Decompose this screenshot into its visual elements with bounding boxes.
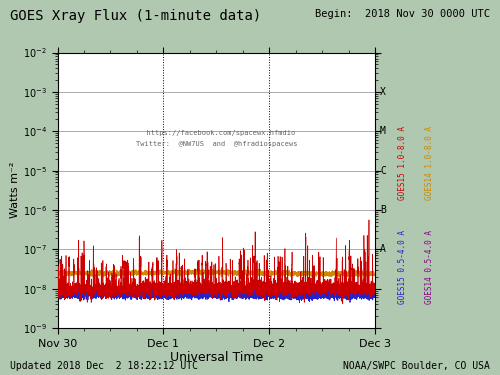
Text: Twitter:  @NW7US  and  @hfradiospacews: Twitter: @NW7US and @hfradiospacews <box>136 141 297 147</box>
Text: GOES15 1.0-8.0 A: GOES15 1.0-8.0 A <box>398 126 407 200</box>
Text: Begin:  2018 Nov 30 0000 UTC: Begin: 2018 Nov 30 0000 UTC <box>315 9 490 20</box>
X-axis label: Universal Time: Universal Time <box>170 351 263 364</box>
Text: A: A <box>380 244 386 254</box>
Text: GOES Xray Flux (1-minute data): GOES Xray Flux (1-minute data) <box>10 9 261 23</box>
Text: Updated 2018 Dec  2 18:22:12 UTC: Updated 2018 Dec 2 18:22:12 UTC <box>10 361 198 371</box>
Text: https://facebook.com/spacewx.hfmdio: https://facebook.com/spacewx.hfmdio <box>138 130 295 136</box>
Text: M: M <box>380 126 386 136</box>
Text: GOES14 1.0-8.0 A: GOES14 1.0-8.0 A <box>426 126 434 200</box>
Y-axis label: Watts m⁻²: Watts m⁻² <box>10 162 20 219</box>
Text: GOES14 0.5-4.0 A: GOES14 0.5-4.0 A <box>426 231 434 304</box>
Text: X: X <box>380 87 386 97</box>
Text: GOES15 0.5-4.0 A: GOES15 0.5-4.0 A <box>398 231 407 304</box>
Text: B: B <box>380 205 386 215</box>
Text: C: C <box>380 166 386 176</box>
Text: NOAA/SWPC Boulder, CO USA: NOAA/SWPC Boulder, CO USA <box>343 361 490 371</box>
